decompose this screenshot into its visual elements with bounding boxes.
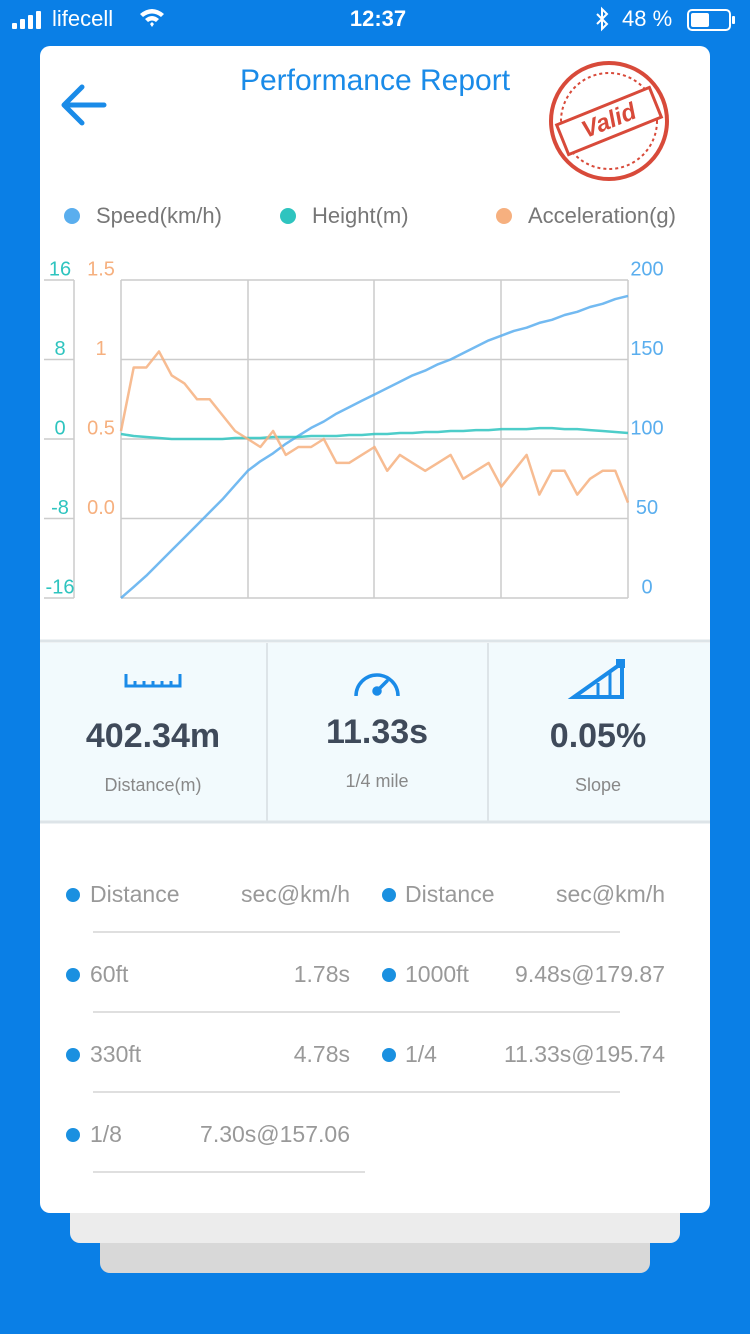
title: Performance Report — [240, 64, 511, 97]
split-time: 9.48s@179.87 — [515, 961, 665, 987]
tick-label: 50 — [636, 497, 658, 519]
tick-label: -8 — [51, 497, 69, 519]
legend-dot — [64, 208, 80, 224]
split-time: 4.78s — [294, 1041, 350, 1067]
chart: Speed(km/h) Height(m) Acceleration(g) -16 -8… — [44, 203, 676, 599]
stat-value: 402.34m — [86, 717, 220, 755]
split-name: 1000ft — [405, 961, 470, 987]
clock: 12:37 — [350, 6, 406, 31]
series-line — [120, 294, 629, 599]
tick-label: 100 — [630, 417, 663, 439]
gauge-icon — [354, 673, 400, 697]
tick-label: 0.5 — [87, 417, 115, 439]
bullet — [382, 968, 396, 982]
column-header: Distance — [405, 881, 494, 907]
tick-label: 1.5 — [87, 258, 115, 280]
split-name: 60ft — [90, 961, 129, 987]
stat-label: Slope — [575, 775, 621, 795]
series-line — [120, 426, 629, 441]
bullet — [382, 1048, 396, 1062]
bullet — [66, 968, 80, 982]
tick-label: 0 — [54, 417, 65, 439]
legend-label: Acceleration(g) — [528, 203, 676, 228]
split-time: 11.33s@195.74 — [504, 1041, 665, 1067]
battery-level: 48 % — [622, 6, 672, 31]
tick-label: 16 — [49, 258, 71, 280]
bullet — [66, 1048, 80, 1062]
split-time: 1.78s — [294, 961, 350, 987]
splits-table: Distance sec@km/h 60ft 1.78s 330ft 4.78s 1/8 7.… — [66, 881, 665, 1173]
ruler-icon — [124, 674, 182, 688]
status-bar: lifecell 12:37 48 % — [12, 6, 735, 32]
tick-label: -16 — [46, 576, 75, 598]
carrier: lifecell — [52, 6, 113, 31]
stat-label: Distance(m) — [104, 775, 201, 795]
tick-label: 0.0 — [87, 497, 115, 519]
split-time: 7.30s@157.06 — [200, 1121, 350, 1147]
card — [40, 46, 710, 1213]
split-name: 330ft — [90, 1041, 142, 1067]
stat-value: 0.05% — [550, 717, 646, 755]
column-header: Distance — [90, 881, 179, 907]
tick-label: 150 — [630, 338, 663, 360]
stat-value: 11.33s — [326, 713, 428, 751]
tick-label: 8 — [54, 338, 65, 360]
series-line — [119, 350, 630, 504]
tick-label: 0 — [641, 576, 652, 598]
bullet — [382, 888, 396, 902]
slope-icon — [567, 659, 625, 699]
stat-label: 1/4 mile — [345, 771, 408, 791]
column-header: sec@km/h — [556, 881, 665, 907]
stats-panel — [40, 643, 710, 821]
back-button[interactable] — [61, 84, 107, 126]
bullet — [66, 888, 80, 902]
tick-label: 1 — [95, 338, 106, 360]
legend-label: Height(m) — [312, 203, 409, 228]
legend-dot — [496, 208, 512, 224]
bullet — [66, 1128, 80, 1142]
legend-label: Speed(km/h) — [96, 203, 222, 228]
tick-label: 200 — [630, 258, 663, 280]
legend-dot — [280, 208, 296, 224]
split-name: 1/4 — [405, 1041, 437, 1067]
split-name: 1/8 — [90, 1121, 122, 1147]
column-header: sec@km/h — [241, 881, 350, 907]
